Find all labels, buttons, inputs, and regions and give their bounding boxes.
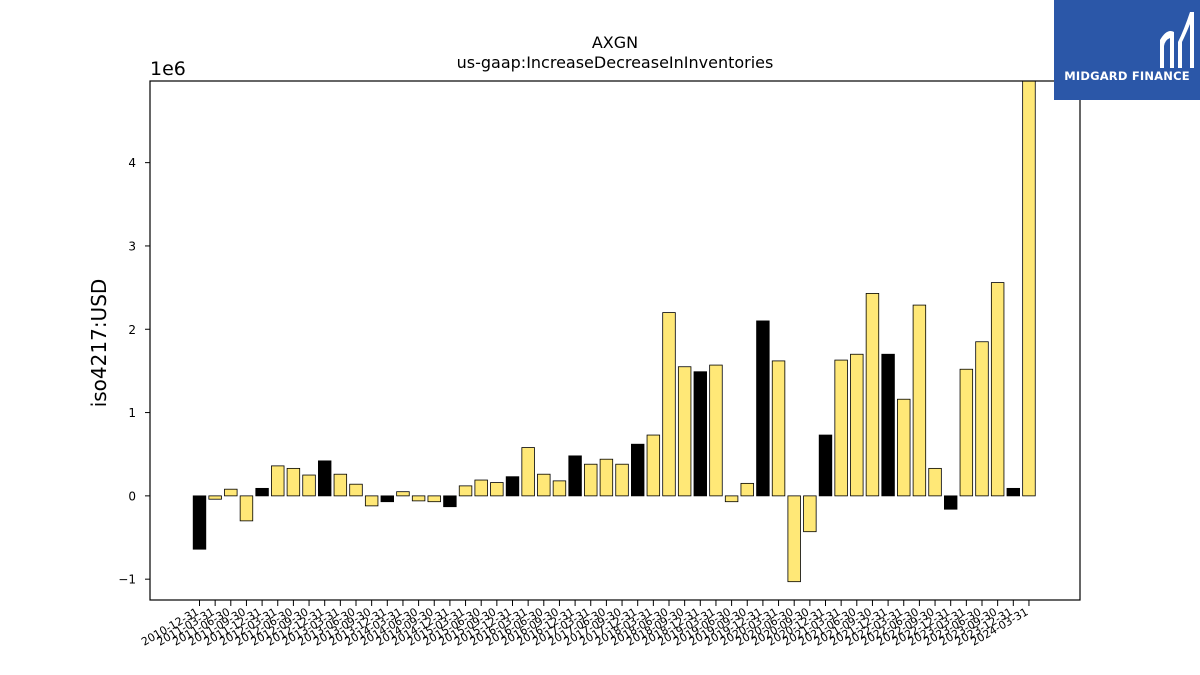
bar-2013-12-31 xyxy=(380,495,395,503)
chart-title: AXGN xyxy=(592,33,638,52)
y-tick-label: 2 xyxy=(128,323,136,337)
y-scale-label: 1e6 xyxy=(150,58,186,80)
bar-2024-03-31 xyxy=(1022,80,1036,497)
y-tick-label: 0 xyxy=(128,489,136,503)
bar-2012-06-30 xyxy=(286,467,301,497)
bar-2015-12-31 xyxy=(505,476,520,497)
bar-2014-09-30 xyxy=(427,495,441,503)
bar-2015-06-30 xyxy=(474,479,488,497)
bar-2022-06-30 xyxy=(912,304,927,497)
bar-2022-03-31 xyxy=(897,398,911,497)
bar-2010-12-31 xyxy=(192,495,207,550)
bar-2011-09-30 xyxy=(239,495,254,522)
bar-2012-03-31 xyxy=(271,465,285,497)
y-tick-label: −1 xyxy=(118,573,136,587)
bar-2014-12-31 xyxy=(443,495,457,508)
plot-frame xyxy=(149,80,1081,601)
midgard-finance-logo: MIDGARD FINANCE xyxy=(1054,0,1200,100)
bar-2019-09-30 xyxy=(740,482,754,497)
bar-2023-03-31 xyxy=(959,368,974,497)
bar-2013-09-30 xyxy=(364,495,379,507)
bar-2019-12-31 xyxy=(756,320,770,497)
bar-2019-06-30 xyxy=(724,495,739,503)
bar-2016-06-30 xyxy=(537,473,551,497)
bar-2016-12-31 xyxy=(568,455,582,497)
bar-2020-03-31 xyxy=(771,360,786,497)
bar-2021-12-31 xyxy=(881,353,895,497)
bar-2020-12-31 xyxy=(818,434,833,497)
bar-2019-03-31 xyxy=(709,364,723,497)
bar-2022-12-31 xyxy=(944,495,958,510)
y-axis-label: iso4217:USD xyxy=(87,279,111,408)
bar-2011-12-31 xyxy=(255,487,269,497)
logo-mark-icon xyxy=(1160,12,1194,68)
bar-2014-06-30 xyxy=(411,495,426,502)
bar-2017-09-30 xyxy=(615,463,629,497)
bar-2016-03-31 xyxy=(521,447,535,497)
bar-2023-06-30 xyxy=(975,341,989,497)
bar-2011-03-31 xyxy=(208,495,222,500)
bar-2021-06-30 xyxy=(850,353,864,497)
bar-2013-03-31 xyxy=(333,473,348,497)
bar-2023-09-30 xyxy=(990,282,1005,497)
bar-2020-09-30 xyxy=(803,495,817,533)
y-tick-label: 3 xyxy=(128,239,136,253)
bar-2016-09-30 xyxy=(552,480,567,497)
bar-2011-06-30 xyxy=(224,488,238,497)
bar-2017-03-31 xyxy=(584,463,598,497)
bar-2018-03-31 xyxy=(646,434,661,497)
bar-2021-09-30 xyxy=(865,293,880,497)
logo-text: MIDGARD FINANCE xyxy=(1064,69,1190,83)
bar-2017-06-30 xyxy=(599,458,614,497)
bar-2018-06-30 xyxy=(662,312,676,497)
bar-2012-12-31 xyxy=(317,460,332,497)
bar-2018-09-30 xyxy=(677,366,692,497)
y-tick-label: 4 xyxy=(128,156,136,170)
bar-2021-03-31 xyxy=(834,359,848,497)
bar-2014-03-31 xyxy=(396,491,410,497)
bar-2022-09-30 xyxy=(928,467,942,497)
bar-2012-09-30 xyxy=(302,474,316,497)
bar-2020-06-30 xyxy=(787,495,801,583)
bar-2018-12-31 xyxy=(693,371,708,497)
bar-2015-03-31 xyxy=(458,485,473,497)
bar-2023-12-31 xyxy=(1006,487,1021,497)
chart-subtitle: us-gaap:IncreaseDecreaseInInventories xyxy=(457,53,774,72)
bar-2013-06-30 xyxy=(349,483,363,497)
y-tick-label: 1 xyxy=(128,406,136,420)
bar-2015-09-30 xyxy=(490,482,504,497)
bar-2017-12-31 xyxy=(631,443,645,497)
